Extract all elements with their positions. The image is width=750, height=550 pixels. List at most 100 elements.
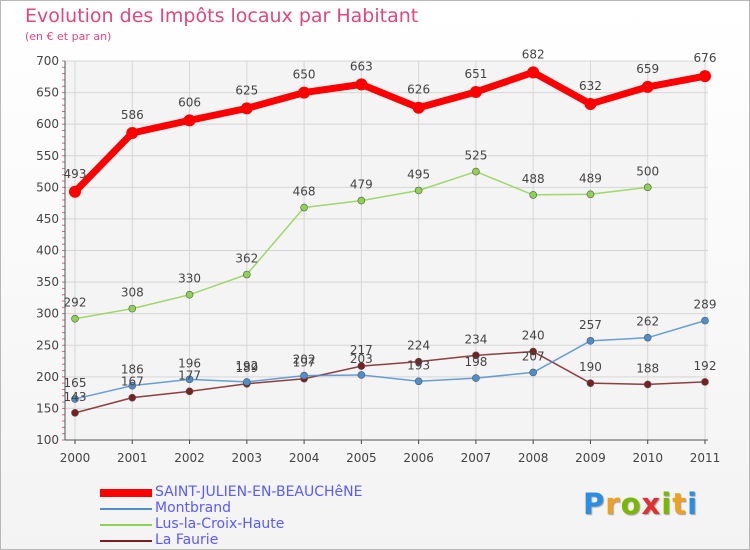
data-label: 626	[407, 83, 430, 97]
x-tick-label: 2004	[289, 451, 320, 465]
legend-label: Montbrand	[155, 500, 231, 516]
data-point	[414, 357, 423, 366]
legend-swatch	[100, 508, 152, 510]
y-tick-label: 650	[36, 86, 59, 100]
data-point	[128, 393, 137, 402]
data-label: 362	[235, 252, 258, 266]
y-tick-label: 450	[36, 212, 59, 226]
data-label: 202	[293, 353, 316, 367]
data-label: 192	[235, 359, 258, 373]
x-tick-label: 2006	[403, 451, 434, 465]
data-label: 586	[121, 108, 144, 122]
data-label: 468	[293, 185, 316, 199]
data-point	[185, 387, 194, 396]
data-label: 203	[350, 352, 373, 366]
series-line	[74, 350, 706, 414]
data-label: 495	[407, 167, 430, 181]
y-tick-label: 250	[36, 338, 59, 352]
data-point	[355, 78, 368, 91]
data-label: 165	[64, 376, 87, 390]
data-label: 143	[64, 390, 87, 404]
data-label: 177	[178, 368, 201, 382]
data-label: 682	[522, 47, 545, 61]
legend-label: La Faurie	[155, 532, 219, 548]
data-label: 262	[636, 315, 659, 329]
data-label: 240	[522, 329, 545, 343]
chart-title: Evolution des Impôts locaux par Habitant	[25, 5, 419, 27]
data-point	[643, 333, 652, 342]
data-point	[472, 374, 480, 382]
data-label: 234	[464, 332, 487, 346]
proxiti-logo: Proxiti	[583, 487, 698, 521]
legend-item: SAINT-JULIEN-EN-BEAUCHêNE	[100, 484, 460, 502]
x-tick-label: 2007	[461, 451, 492, 465]
x-tick-label: 2010	[632, 451, 663, 465]
x-tick-label: 2011	[690, 451, 721, 465]
y-tick-label: 500	[36, 180, 59, 194]
legend-swatch	[100, 524, 152, 526]
data-point	[71, 314, 79, 323]
y-tick-label: 350	[36, 275, 59, 289]
data-point	[243, 378, 251, 386]
legend-item: Montbrand	[100, 500, 460, 518]
data-point	[69, 185, 81, 198]
legend-label: SAINT-JULIEN-EN-BEAUCHêNE	[155, 484, 363, 500]
data-point	[412, 101, 425, 114]
data-label: 489	[579, 171, 602, 185]
logo-letter: r	[605, 487, 621, 521]
data-label: 188	[636, 361, 659, 375]
data-label: 330	[178, 272, 201, 286]
logo-letter: x	[641, 487, 662, 521]
data-label: 500	[636, 164, 659, 178]
y-tick-label: 200	[36, 370, 59, 384]
y-tick-label: 600	[36, 117, 59, 131]
data-label: 198	[464, 355, 487, 369]
y-tick-label: 150	[36, 401, 59, 415]
y-tick-label: 300	[36, 307, 59, 321]
data-point	[701, 316, 709, 325]
data-label: 207	[522, 349, 545, 363]
legend-swatch	[100, 489, 152, 497]
data-point	[240, 102, 253, 115]
data-point	[641, 80, 654, 93]
data-point	[529, 347, 537, 356]
y-tick-label: 100	[36, 433, 59, 447]
data-label: 224	[407, 339, 430, 353]
data-point	[527, 66, 540, 79]
data-label: 292	[64, 296, 87, 310]
data-point	[183, 114, 196, 127]
data-label: 525	[464, 149, 487, 163]
data-label: 192	[694, 359, 717, 373]
data-label: 659	[636, 62, 659, 76]
data-point	[71, 409, 79, 417]
data-point	[586, 379, 595, 387]
data-point	[586, 190, 595, 199]
data-label: 186	[121, 363, 144, 377]
data-point	[643, 380, 652, 389]
data-label: 488	[522, 172, 545, 186]
legend: SAINT-JULIEN-EN-BEAUCHêNE Montbrand Lus-la…	[100, 484, 460, 550]
legend-label: Lus-la-Croix-Haute	[155, 516, 285, 532]
data-point	[185, 290, 194, 299]
data-label: 193	[407, 358, 430, 372]
data-point	[357, 196, 366, 205]
data-label: 650	[293, 68, 316, 82]
data-point	[357, 371, 366, 379]
data-point	[185, 375, 194, 384]
data-label: 217	[350, 343, 373, 357]
legend-item: Lus-la-Croix-Haute	[100, 516, 460, 534]
x-tick-label: 2003	[232, 451, 263, 465]
series-line	[74, 319, 706, 400]
data-point	[128, 381, 137, 390]
data-label: 632	[579, 79, 602, 93]
logo-letter: o	[620, 487, 642, 521]
data-label: 167	[121, 375, 144, 389]
data-point	[414, 186, 423, 195]
data-point	[414, 377, 423, 386]
y-tick-label: 550	[36, 149, 59, 163]
data-label: 196	[178, 356, 201, 370]
chart-subtitle: (en € et par an)	[25, 30, 112, 43]
data-point	[472, 167, 480, 176]
data-point	[298, 86, 311, 99]
logo-letter: t	[672, 487, 688, 521]
